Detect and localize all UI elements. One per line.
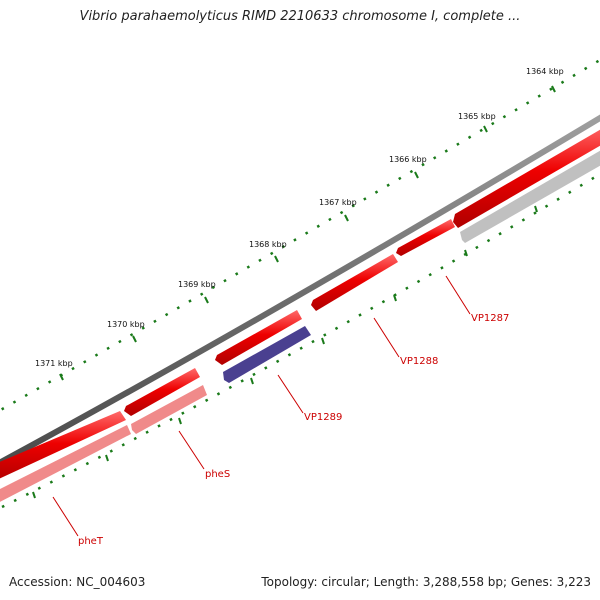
gene-feature [0, 411, 126, 479]
gene-feature [460, 150, 600, 243]
inner-major-tick [250, 377, 254, 385]
map-title: Vibrio parahaemolyticus RIMD 2210633 chr… [79, 9, 521, 24]
gene-label-phet: pheT [78, 536, 104, 547]
ruler-label: 1369 kbp [178, 280, 216, 289]
inner-major-tick [393, 294, 397, 302]
inner-major-tick [534, 205, 538, 213]
ruler-label: 1364 kbp [526, 67, 564, 76]
label-leader-line [52, 496, 79, 537]
inner-major-tick [178, 417, 182, 425]
outer-ruler-dots [0, 58, 600, 412]
outer-ruler [0, 58, 600, 412]
inner-major-tick [32, 491, 36, 499]
outer-major-tick [344, 214, 349, 222]
gene-feature [124, 368, 200, 416]
gene-feature [453, 129, 600, 228]
inner-major-tick [464, 249, 468, 257]
label-leader-line [178, 430, 205, 470]
gene-label-phes: pheS [205, 469, 230, 480]
ruler-label: 1367 kbp [319, 198, 357, 207]
ruler-label: 1371 kbp [35, 359, 73, 368]
gene-label-vp1287: VP1287 [471, 313, 509, 324]
ruler-label: 1366 kbp [389, 155, 427, 164]
outer-major-tick [274, 255, 279, 263]
accession-text: Accession: NC_004603 [9, 575, 146, 589]
ruler-label: 1370 kbp [107, 320, 145, 329]
outer-major-tick [132, 335, 137, 343]
gene-label-vp1288: VP1288 [400, 356, 438, 367]
reverse-strand-genes[interactable] [0, 145, 600, 507]
chromosome-backbone [0, 114, 600, 466]
gene-labels[interactable]: VP1287 VP1288 VP1289 pheS pheT [78, 313, 509, 547]
gene-feature [223, 326, 311, 383]
gene-label-lines [52, 275, 471, 537]
gene-feature [131, 385, 207, 434]
outer-major-tick [59, 373, 64, 381]
ruler-label: 1365 kbp [458, 112, 496, 121]
gene-label-vp1289: VP1289 [304, 412, 342, 423]
gene-feature [215, 310, 302, 365]
label-leader-line [373, 317, 400, 358]
inner-major-tick [321, 337, 325, 345]
gene-feature [0, 425, 131, 502]
outer-major-tick [204, 296, 209, 304]
ruler-label: 1368 kbp [249, 240, 287, 249]
gene-feature [311, 254, 398, 311]
label-leader-line [277, 374, 304, 414]
ruler-labels: 1364 kbp 1365 kbp 1366 kbp 1367 kbp 1368… [35, 67, 564, 368]
inner-ruler [0, 172, 600, 510]
gene-feature [396, 219, 455, 256]
inner-major-tick [105, 454, 109, 462]
outer-major-tick [483, 125, 488, 133]
outer-major-tick [414, 171, 419, 179]
outer-major-tick [551, 85, 556, 93]
genome-stats-text: Topology: circular; Length: 3,288,558 bp… [261, 575, 591, 589]
label-leader-line [445, 275, 471, 315]
forward-strand-genes[interactable] [0, 124, 600, 483]
